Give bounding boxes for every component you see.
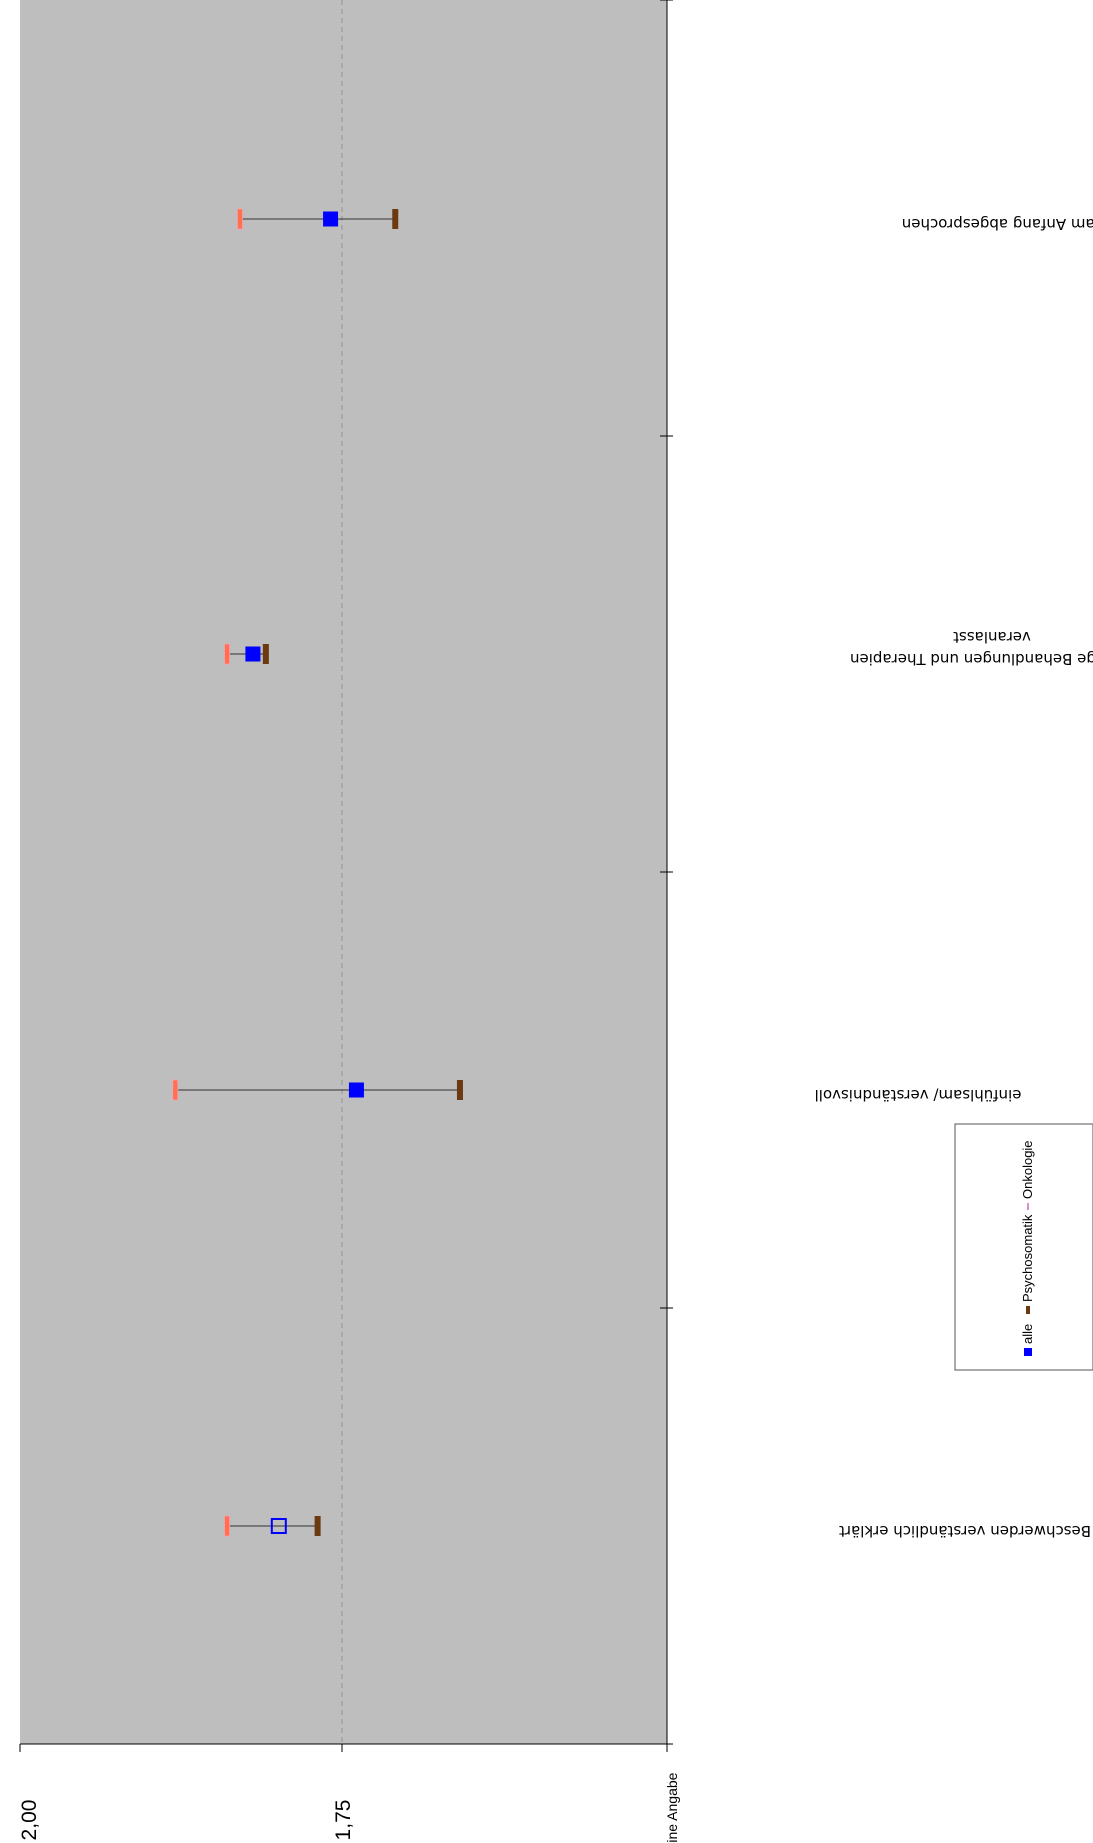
legend-swatch-psychosomatik (1026, 1306, 1030, 1314)
alle-mark-2 (245, 646, 261, 662)
data-marks (172, 208, 463, 1537)
legend-label-onkologie: Onkologie (1020, 1140, 1035, 1199)
category-label-1: einfühlsam/ verständnisvoll (815, 1086, 1022, 1104)
onkologie-mark-3 (237, 208, 243, 230)
category-label-0-line-0: Beschwerden verständlich erklärt (839, 1522, 1091, 1540)
category-label-2: richtige Behandlungen und Therapien veran… (850, 628, 1093, 668)
onkologie-mark-2 (224, 643, 230, 665)
legend: alle Psychosomatik Onkologie (954, 1123, 1093, 1371)
onkologie-mark-0 (224, 1515, 230, 1537)
psychosomatik-mark-3 (392, 209, 399, 229)
legend-label-psychosomatik: Psychosomatik (1020, 1214, 1035, 1302)
category-label-3: Ziele der Reha gleich am Anfang abgespro… (902, 215, 1093, 233)
category-label-0: Beschwerden verständlich erklärt (839, 1522, 1091, 1540)
legend-label-alle: alle (1020, 1324, 1035, 1344)
axes (19, 0, 673, 1752)
onkologie-mark-1 (172, 1079, 179, 1101)
category-label-1-line-0: einfühlsam/ verständnisvoll (815, 1086, 1022, 1104)
alle-mark-1 (348, 1082, 364, 1098)
alle-mark-0 (270, 1518, 287, 1534)
legend-swatch-alle (1024, 1348, 1032, 1356)
psychosomatik-mark-1 (456, 1080, 463, 1100)
psychosomatik-mark-0 (314, 1516, 321, 1536)
category-label-2-line-0: richtige Behandlungen und Therapien (850, 650, 1093, 668)
category-label-2-line-1: veranlasst (953, 628, 1031, 646)
psychosomatik-mark-2 (262, 644, 269, 664)
tick-label-1-75: 1,75 (332, 1800, 355, 1841)
category-labels: Beschwerden verständlich erklärt einfühls… (815, 215, 1093, 1540)
legend-swatch-onkologie (1027, 1203, 1029, 1210)
tick-label-keine-angabe: keine Angabe (664, 1772, 680, 1843)
plot-area (20, 0, 667, 1744)
tick-label-2-00: 2,00 (18, 1800, 41, 1841)
legend-box (954, 1123, 1093, 1371)
value-tick-labels: 2,00 1,75 keine Angabe (18, 1772, 680, 1843)
alle-mark-3 (323, 211, 339, 227)
category-label-3-line-0: Ziele der Reha gleich am Anfang abgespro… (902, 215, 1093, 233)
